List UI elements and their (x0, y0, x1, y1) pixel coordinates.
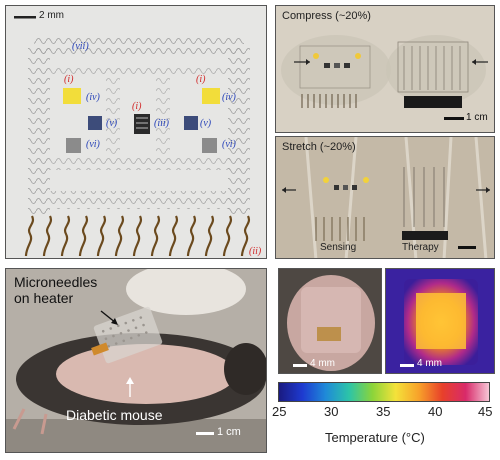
stretch-therapy-patch (403, 167, 445, 227)
sensor-glucose-left (88, 116, 102, 130)
label-v-left: (v) (106, 118, 118, 129)
scale-label-device: 2 mm (39, 10, 64, 21)
panel-mouse: Microneedles on heater Diabetic mouse 1 … (5, 268, 267, 453)
colorbar-tick: 40 (428, 404, 443, 419)
colorbar (278, 382, 490, 402)
label-iii: (iii) (154, 118, 169, 129)
label-i-center: (i) (132, 101, 142, 112)
scale-label-thermal: 4 mm (417, 358, 442, 369)
microneedle-patch (91, 306, 163, 364)
label-i-left: (i) (64, 74, 74, 85)
mesh-mid-2 (50, 156, 230, 170)
mesh-column-2 (156, 78, 170, 158)
label-vii: (vii) (72, 41, 89, 52)
stretch-label-therapy: Therapy (402, 242, 439, 253)
colorbar-tick: 30 (324, 404, 339, 419)
stretch-photo (276, 137, 494, 258)
panel-skin-photo: 4 mm (278, 268, 382, 374)
mesh-right (228, 46, 250, 216)
panel-device-layout: 2 mm (vii) (i) (i) (i) (iv) (iv) (v) (ii… (5, 5, 267, 259)
compress-sensing-patch (299, 45, 371, 108)
stretch-sensing-patch (315, 177, 369, 241)
device-layout-drawing (14, 16, 250, 257)
scale-label-skin: 4 mm (310, 358, 335, 369)
skin-photo (279, 269, 381, 373)
sensor-humidity-right (202, 88, 220, 104)
scale-bar-mouse (196, 432, 214, 435)
heater-chip (134, 114, 150, 134)
label-v-right: (v) (200, 118, 212, 129)
label-vi-right: (vi) (222, 139, 236, 150)
scale-bar-skin (293, 364, 307, 367)
thermal-image (386, 269, 494, 373)
sensor-humidity-left (63, 88, 81, 104)
scale-label-mouse: 1 cm (217, 426, 241, 438)
glove-hand (126, 269, 246, 315)
colorbar-ticks: 25 30 35 40 45 (272, 404, 494, 419)
contact-leads (24, 215, 250, 257)
scale-bar-stretch (458, 246, 476, 249)
colorbar-tick: 45 (478, 404, 493, 419)
colorbar-tick: 35 (376, 404, 391, 419)
sensor-ph-left (66, 138, 81, 153)
label-microneedles: Microneedles on heater (14, 274, 98, 306)
panel-compress: Compress (~20%) 1 cm (275, 5, 495, 133)
label-ii: (ii) (249, 246, 262, 257)
sensor-glucose-right (184, 116, 198, 130)
mesh-mid-1 (50, 66, 230, 76)
compress-title: Compress (~20%) (282, 10, 371, 22)
panel-stretch: Stretch (~20%) Sensing Therapy (275, 136, 495, 259)
scale-bar-compress (444, 117, 464, 120)
mesh-column-1 (106, 78, 120, 158)
label-i-right: (i) (196, 74, 206, 85)
scale-bar-thermal (400, 364, 414, 367)
label-iv-left: (iv) (86, 92, 100, 103)
mesh-left (28, 46, 50, 216)
mesh-top (34, 34, 244, 54)
panel-thermal: 4 mm (385, 268, 495, 374)
label-vi-left: (vi) (86, 139, 100, 150)
scale-label-compress: 1 cm (466, 112, 488, 123)
sensor-ph-right (202, 138, 217, 153)
stretch-title: Stretch (~20%) (282, 141, 356, 153)
mouse-photo (6, 269, 266, 452)
mesh-mid-3 (50, 191, 230, 209)
mouse-belly (56, 344, 236, 404)
colorbar-label: Temperature (°C) (325, 430, 425, 445)
stretch-label-sensing: Sensing (320, 242, 357, 253)
label-diabetic-mouse: Diabetic mouse (66, 407, 163, 423)
scale-bar-device (14, 16, 36, 19)
label-iv-right: (iv) (222, 92, 236, 103)
skin-device (317, 327, 341, 341)
compress-photo (276, 6, 494, 132)
colorbar-tick: 25 (272, 404, 287, 419)
compress-therapy-patch (397, 41, 469, 108)
